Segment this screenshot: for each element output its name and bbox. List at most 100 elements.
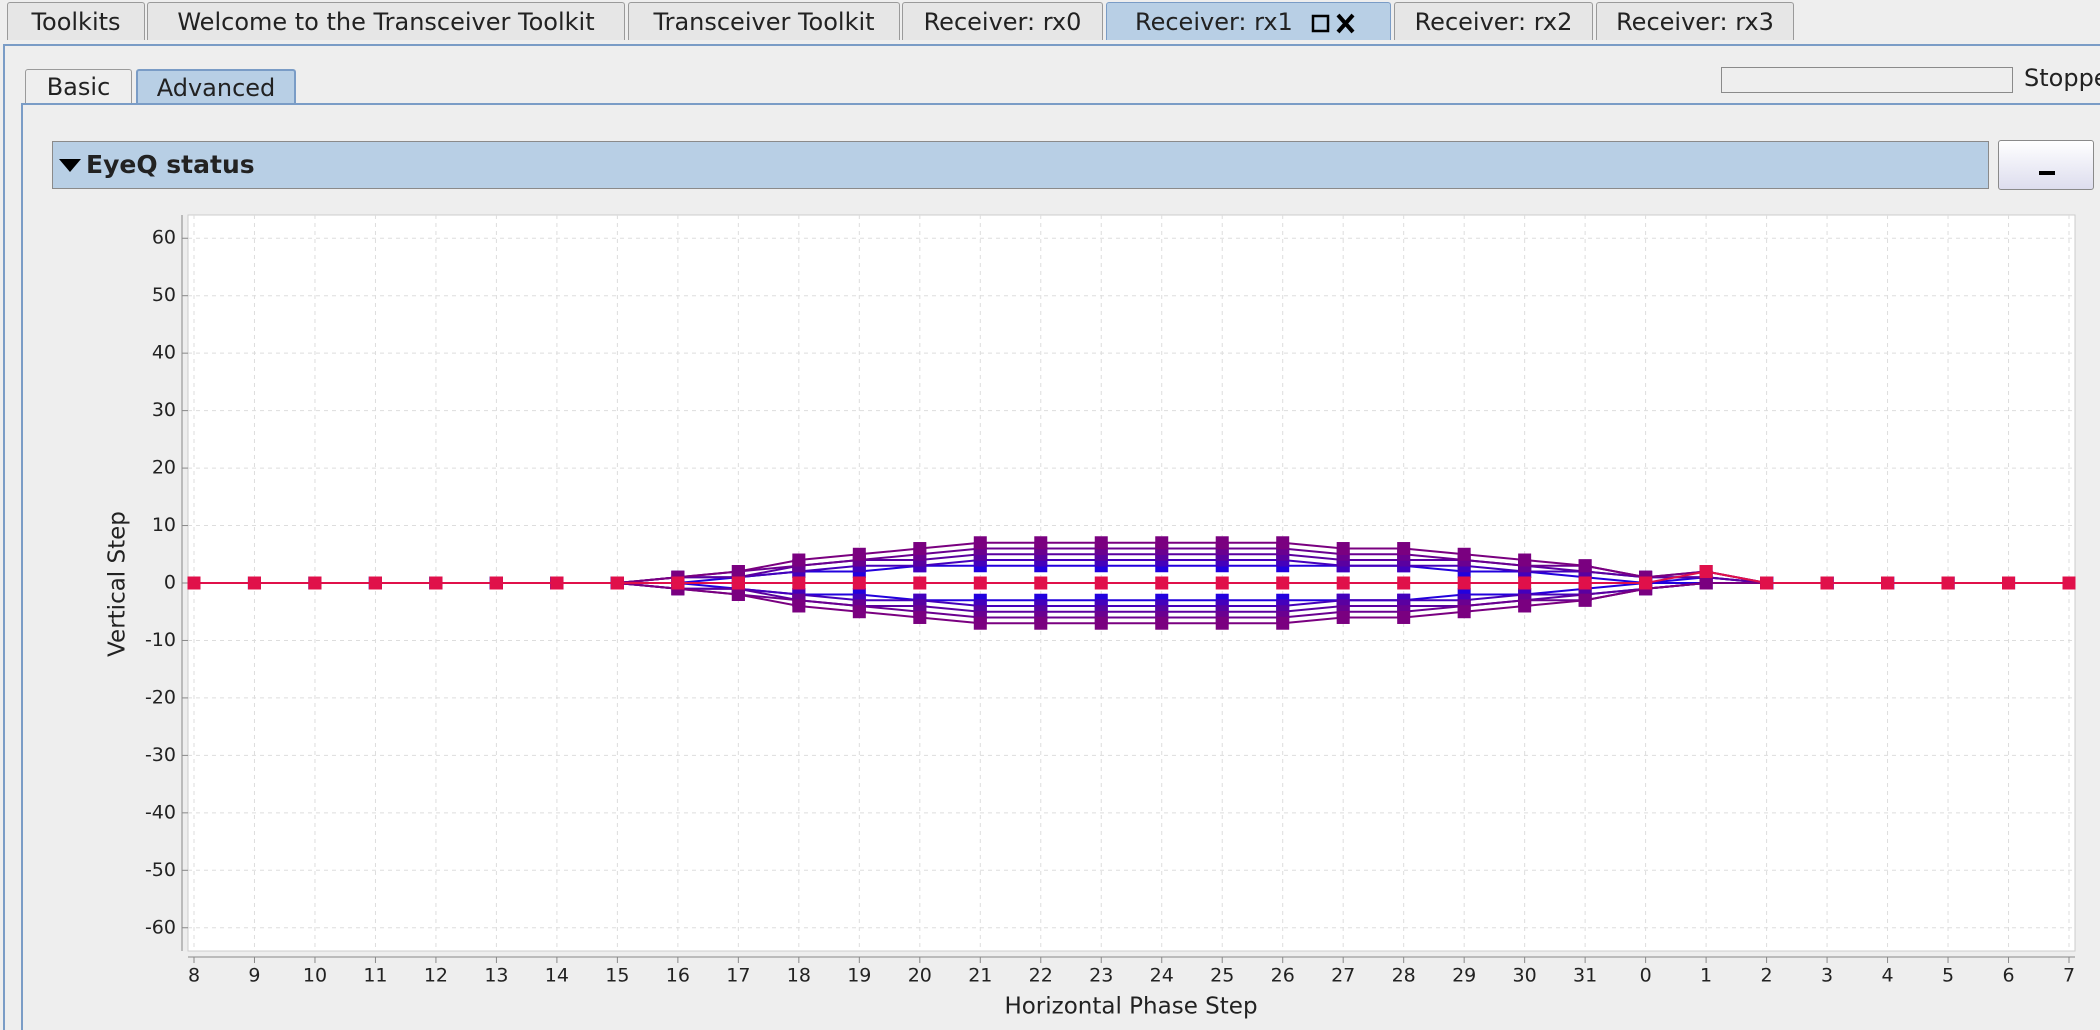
data-point [1336,610,1350,624]
x-tick-label: 11 [363,965,387,987]
tab[interactable]: Transceiver Toolkit [628,2,900,40]
section-title: EyeQ status [86,150,255,179]
tab[interactable]: Receiver: rx3 [1596,2,1794,40]
x-tick-label: 9 [248,965,260,987]
x-tick-label: 15 [605,965,629,987]
data-point [1155,576,1169,590]
data-point [1941,576,1955,590]
x-tick-label: 29 [1452,965,1476,987]
data-point [852,576,866,590]
float-icon[interactable] [1311,14,1330,33]
inner-panel [21,103,2100,1030]
x-tick-label: 10 [303,965,327,987]
y-tick-label: -10 [145,629,176,651]
data-point [1276,536,1290,550]
data-point [973,536,987,550]
close-icon[interactable] [1336,13,1355,34]
data-point [671,576,685,590]
x-tick-label: 7 [2063,965,2075,987]
data-point [1276,616,1290,630]
y-axis-title: Vertical Step [105,511,131,657]
data-point [1518,576,1532,590]
tab[interactable]: Receiver: rx0 [902,2,1103,40]
data-point [1578,576,1592,590]
y-tick-label: 40 [152,342,176,364]
data-point [1094,616,1108,630]
subtab-selected[interactable]: Advanced [136,69,296,103]
subtab[interactable]: Basic [25,69,132,103]
x-tick-label: 0 [1640,965,1652,987]
y-tick-label: 10 [152,514,176,536]
y-tick-label: -60 [145,916,176,938]
y-tick-label: 0 [164,572,176,594]
x-tick-label: 16 [666,965,690,987]
data-point [187,576,201,590]
x-tick-label: 31 [1573,965,1597,987]
data-point [368,576,382,590]
series-line [194,570,2069,584]
tab[interactable]: Toolkits [7,2,145,40]
data-point [852,547,866,561]
data-point [1578,593,1592,607]
data-point [1215,576,1229,590]
x-tick-label: 2 [1761,965,1773,987]
data-point [852,605,866,619]
data-point [1881,576,1895,590]
data-point [731,576,745,590]
data-point [1155,536,1169,550]
x-tick-label: 27 [1331,965,1355,987]
x-tick-label: 24 [1150,965,1174,987]
x-tick-label: 5 [1942,965,1954,987]
x-tick-label: 22 [1029,965,1053,987]
data-point [1397,610,1411,624]
data-point [1276,576,1290,590]
data-point [913,576,927,590]
x-axis-title: Horizontal Phase Step [1004,994,1257,1020]
y-tick-label: 50 [152,284,176,306]
x-tick-label: 3 [1821,965,1833,987]
tab-icons [1311,13,1355,34]
x-tick-label: 19 [847,965,871,987]
data-point [550,576,564,590]
data-point [2062,576,2076,590]
minimize-button[interactable] [1998,140,2094,190]
data-point [1215,616,1229,630]
data-point [1820,576,1834,590]
tab-label: Receiver: rx1 [1135,8,1293,36]
status-label: Stopped [2024,64,2100,92]
tab[interactable]: Receiver: rx2 [1394,2,1593,40]
data-point [1699,565,1713,579]
tab[interactable]: Welcome to the Transceiver Toolkit [147,2,625,40]
data-point [1094,536,1108,550]
x-tick-label: 21 [968,965,992,987]
x-tick-label: 26 [1271,965,1295,987]
x-tick-label: 4 [1882,965,1894,987]
x-tick-label: 30 [1513,965,1537,987]
data-point [1034,576,1048,590]
tab-bar: Toolkits Welcome to the Transceiver Tool… [0,0,2100,42]
data-point [1215,536,1229,550]
data-point [1094,576,1108,590]
data-point [2002,576,2016,590]
data-point [1336,542,1350,556]
y-tick-label: -40 [145,801,176,823]
section-header[interactable]: EyeQ status [52,141,1989,189]
data-point [308,576,322,590]
data-point [1518,599,1532,613]
x-tick-label: 8 [188,965,200,987]
y-tick-label: -20 [145,686,176,708]
x-tick-label: 20 [908,965,932,987]
data-point [913,610,927,624]
data-point [1397,576,1411,590]
x-tick-label: 6 [2002,965,2014,987]
data-point [1518,553,1532,567]
y-tick-label: -50 [145,859,176,881]
data-point [1760,576,1774,590]
data-point [1155,616,1169,630]
data-point [731,587,745,601]
data-point [489,576,503,590]
data-point [1034,536,1048,550]
x-tick-label: 23 [1089,965,1113,987]
data-point [429,576,443,590]
